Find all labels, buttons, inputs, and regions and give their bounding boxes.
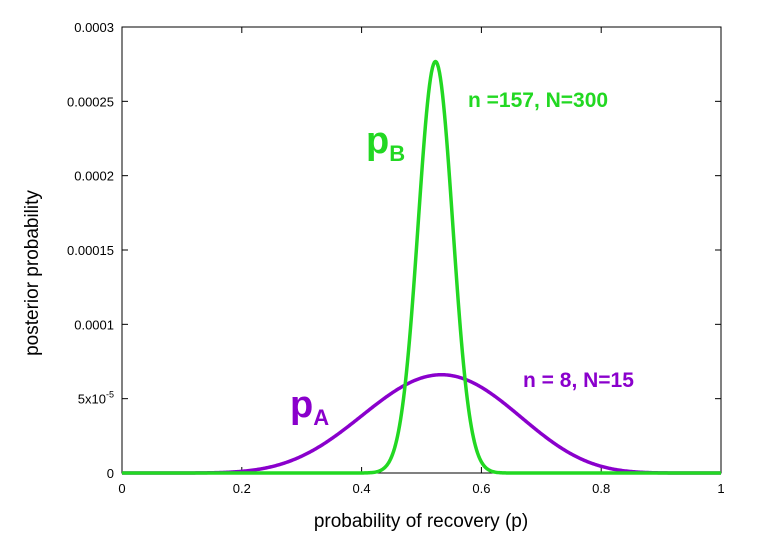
ticks: [121, 26, 722, 474]
series-annotation-pA: n = 8, N=15: [523, 369, 634, 392]
y-tick-label: 0.00025: [67, 94, 114, 109]
y-tick-label-text: 0.0002: [74, 169, 114, 184]
series-label-pA: pA: [290, 384, 329, 430]
y-tick-label: 5x10-5: [78, 390, 114, 407]
series-label-pB-main: p: [366, 120, 389, 162]
x-tick-label: 0.8: [592, 481, 610, 496]
x-tick-label: 0: [118, 481, 125, 496]
series-label-pA-main: p: [290, 384, 313, 426]
x-axis-title: probability of recovery (p): [314, 511, 528, 532]
y-tick-label-text: 0.00025: [67, 94, 114, 109]
y-tick-label-text: 0: [107, 466, 114, 481]
x-tick-label: 0.4: [353, 481, 371, 496]
y-tick-label: 0.0002: [74, 169, 114, 184]
y-tick-label: 0.00015: [67, 243, 114, 258]
tick-labels: 0 0.2 0.4 0.6 0.8 1 0 5x10-5 0.0001 0.00015 0.0002…: [67, 20, 725, 496]
y-tick-label-exponent: -5: [106, 390, 114, 400]
y-tick-label: 0: [107, 466, 114, 481]
curves: [121, 59, 722, 475]
series-annotation-pB: n =157, N=300: [468, 89, 608, 112]
y-tick-label-text: 0.00015: [67, 243, 114, 258]
y-tick-label: 0.0001: [74, 317, 114, 332]
series-line-pB: [121, 59, 722, 475]
y-tick-label: 0.0003: [74, 20, 114, 35]
series-label-pB: pB: [366, 120, 405, 166]
x-tick-label: 1: [717, 481, 724, 496]
y-tick-label-text: 5x10: [78, 392, 106, 407]
x-tick-label: 0.6: [472, 481, 490, 496]
series-label-pB-sub: B: [389, 141, 405, 166]
x-tick-label: 0.2: [233, 481, 251, 496]
series-label-pA-sub: A: [313, 405, 329, 430]
plot-frame: [121, 26, 722, 474]
y-axis-title: posterior probability: [22, 190, 43, 356]
y-tick-label-text: 0.0003: [74, 20, 114, 35]
y-tick-label-text: 0.0001: [74, 317, 114, 332]
